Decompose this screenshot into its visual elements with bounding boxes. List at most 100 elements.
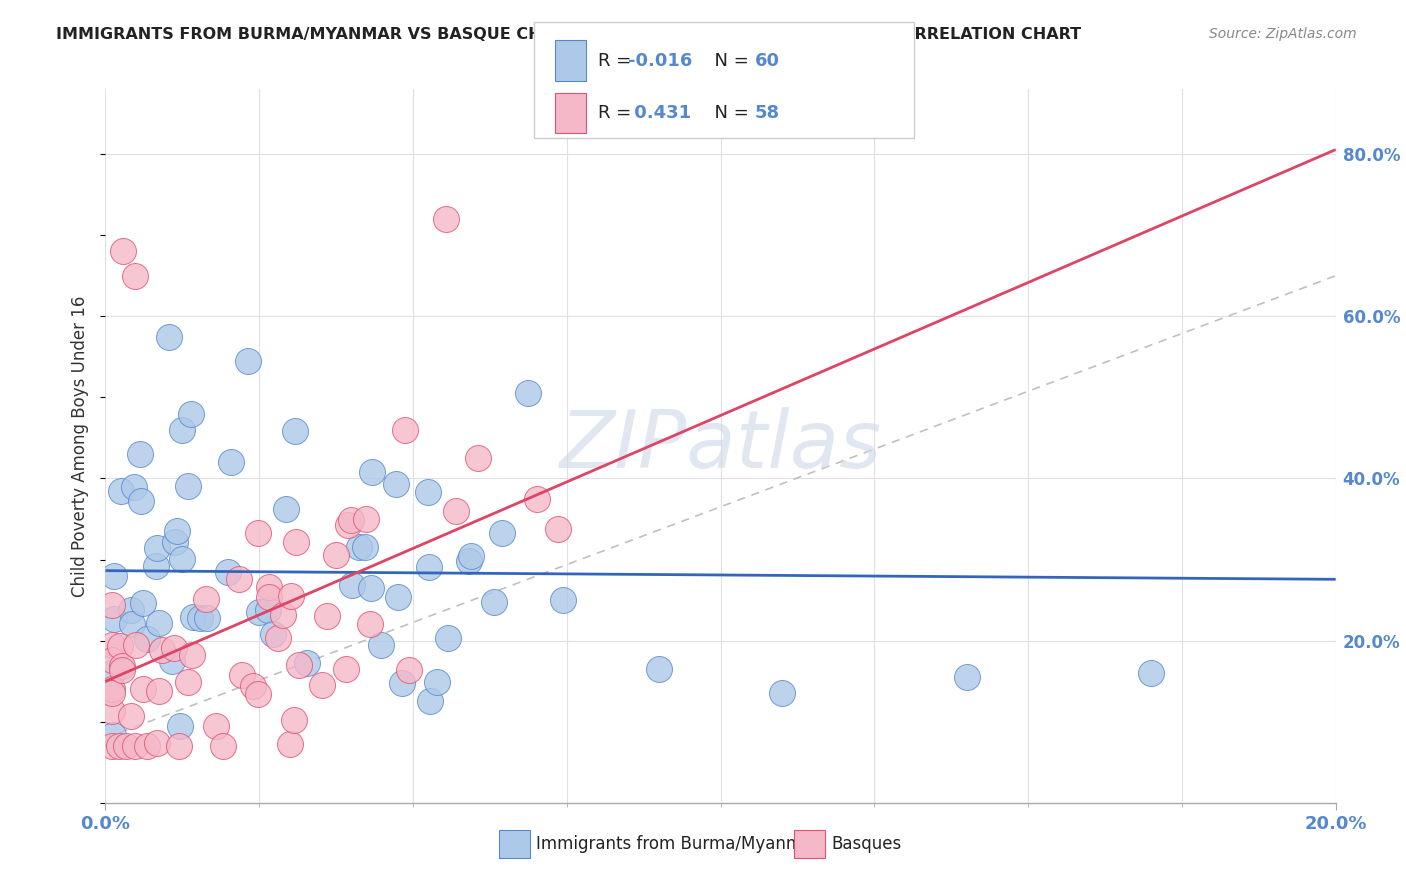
Point [280, 589, 302, 603]
Point [124, 480, 146, 494]
Point [148, 615, 170, 630]
Point [262, 627, 284, 641]
Point [146, 541, 169, 556]
Point [107, 739, 129, 753]
Text: Basques: Basques [831, 835, 901, 853]
Point [100, 682, 122, 697]
Point [648, 662, 671, 676]
Point [145, 558, 167, 573]
Point [416, 484, 439, 499]
Point [956, 670, 979, 684]
Point [188, 611, 211, 625]
Text: Immigrants from Burma/Myanmar: Immigrants from Burma/Myanmar [536, 835, 818, 853]
Point [111, 659, 134, 673]
Point [384, 477, 406, 491]
Point [360, 581, 382, 595]
Text: 60: 60 [755, 52, 780, 70]
Point [131, 682, 153, 697]
Point [166, 524, 188, 538]
Point [176, 479, 198, 493]
Point [231, 668, 253, 682]
Point [181, 648, 204, 663]
Point [418, 560, 440, 574]
Point [517, 386, 540, 401]
Point [337, 518, 360, 533]
Point [259, 590, 281, 604]
Point [526, 491, 548, 506]
Point [354, 512, 377, 526]
Point [242, 679, 264, 693]
Point [135, 739, 157, 753]
Point [246, 526, 269, 541]
Point [100, 665, 122, 680]
Text: ZIPatlas: ZIPatlas [560, 407, 882, 485]
Point [129, 447, 152, 461]
Point [180, 407, 202, 421]
Point [444, 504, 467, 518]
Text: Source: ZipAtlas.com: Source: ZipAtlas.com [1209, 27, 1357, 41]
Point [398, 663, 420, 677]
Point [284, 424, 307, 438]
Point [120, 603, 142, 617]
Point [551, 593, 574, 607]
Point [211, 739, 233, 753]
Point [195, 611, 218, 625]
Point [387, 590, 409, 604]
Point [394, 424, 416, 438]
Point [236, 354, 259, 368]
Point [121, 617, 143, 632]
Point [340, 577, 363, 591]
Point [163, 641, 186, 656]
Point [391, 676, 413, 690]
Point [217, 565, 239, 579]
Text: 0.431: 0.431 [628, 103, 692, 121]
Point [101, 728, 124, 742]
Point [360, 465, 382, 479]
Point [100, 704, 122, 718]
Point [103, 612, 125, 626]
Point [283, 713, 305, 727]
Text: N =: N = [703, 103, 755, 121]
Text: N =: N = [703, 52, 755, 70]
Text: -0.016: -0.016 [628, 52, 693, 70]
Point [335, 662, 357, 676]
Point [434, 211, 457, 226]
Point [284, 535, 307, 549]
Point [460, 549, 482, 563]
Point [274, 502, 297, 516]
Point [172, 552, 194, 566]
Point [467, 451, 489, 466]
Point [103, 569, 125, 583]
Text: 58: 58 [755, 103, 780, 121]
Point [491, 525, 513, 540]
Point [110, 484, 132, 499]
Point [354, 540, 377, 554]
Point [136, 632, 159, 647]
Point [157, 329, 180, 343]
Point [266, 631, 288, 645]
Point [124, 268, 146, 283]
Point [167, 739, 190, 753]
Point [111, 663, 134, 677]
Point [339, 513, 361, 527]
Point [146, 736, 169, 750]
Text: R =: R = [598, 103, 637, 121]
Point [770, 686, 793, 700]
Point [278, 738, 301, 752]
Point [325, 549, 347, 563]
Point [165, 535, 187, 549]
Point [132, 596, 155, 610]
Point [114, 739, 136, 753]
Point [547, 522, 569, 536]
Text: R =: R = [598, 52, 637, 70]
Point [150, 643, 173, 657]
Point [100, 598, 122, 612]
Point [100, 638, 122, 652]
Point [370, 638, 392, 652]
Point [419, 694, 441, 708]
Point [110, 639, 132, 653]
Point [160, 654, 183, 668]
Y-axis label: Child Poverty Among Boys Under 16: Child Poverty Among Boys Under 16 [72, 295, 90, 597]
Point [247, 605, 270, 619]
Point [100, 739, 122, 753]
